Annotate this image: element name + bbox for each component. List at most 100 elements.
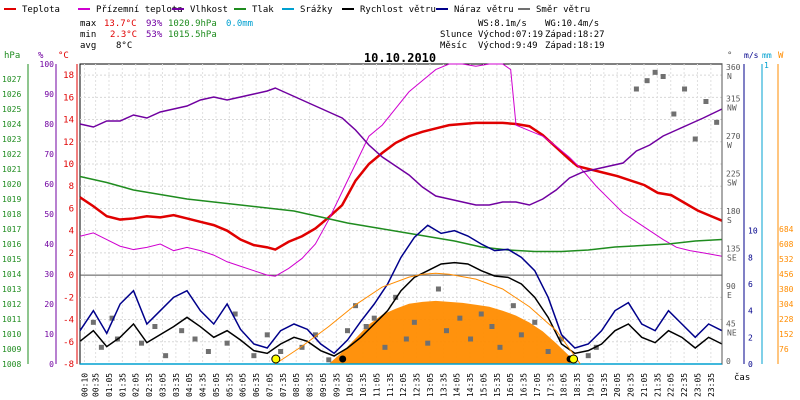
wind-direction-point [411,319,417,325]
tick-label-wind-speed: 2 [748,333,753,342]
wind-direction-point [660,74,666,79]
tick-label-solar: 684 [779,225,794,234]
legend-item: Rychlost větru [342,5,436,15]
tick-label-time: 11:35 [386,373,395,397]
wind-direction-point [152,324,158,329]
legend-label: Rychlost větru [360,5,436,15]
wind-direction-point [251,353,257,359]
wind-direction-point [98,344,104,350]
tick-label-solar: 532 [779,255,794,264]
tick-label-time: 16:05 [506,373,515,397]
tick-label-time: 00:35 [92,373,101,397]
tick-label-direction: 225 [726,170,741,179]
tick-label-time: 06:05 [239,373,248,397]
tick-label-time: 08:05 [292,373,301,397]
wind-direction-point [671,111,677,117]
tick-label-pressure: 1016 [2,240,21,249]
tick-label-time: 13:35 [439,373,448,397]
tick-label-time: 19:35 [600,373,609,397]
tick-label-humidity: 50 [44,210,54,219]
sun-rise: Východ:07:19 [478,30,543,40]
wind-direction-point [278,349,284,354]
tick-label-direction-name: SW [727,179,737,188]
tick-label-temperature: 18 [63,71,74,81]
legend-item: Směr větru [518,5,590,15]
stats-block: max 13.7°C 93% 1020.9hPa 0.0mm min 2.3°C… [80,19,605,51]
tick-label-time: 12:35 [413,373,422,397]
moon-set: Západ:18:19 [545,41,605,51]
sunrise-marker [271,354,281,364]
wind-direction-point [545,349,551,354]
legend-label: Náraz větru [454,5,514,15]
tick-label-time: 15:05 [479,373,488,397]
legend-item: Náraz větru [436,5,514,15]
legend-item: Vlhkost [172,5,228,15]
tick-label-time: 03:35 [172,373,181,397]
wind-direction-point [163,353,169,359]
moon-rise: Východ:9:49 [478,41,538,51]
wind-direction-point [510,303,516,309]
legend-item: Přízemní teplota [78,5,183,15]
tick-label-time: 20:05 [613,373,622,397]
stats-avg-temp: 8°C [116,41,132,51]
wind-direction-point [345,328,350,334]
wind-direction-point [457,315,463,321]
wind-direction-point [312,332,318,338]
stats-max-hum: 93% [146,19,163,29]
tick-label-time: 14:05 [453,373,462,397]
tick-label-time: 16:35 [520,373,529,397]
tick-label-time: 17:35 [546,373,555,397]
stats-min-temp: 2.3°C [110,30,137,40]
sun-label: Slunce [440,30,473,40]
tick-label-solar: 304 [779,300,794,309]
stats-min-label: min [80,30,96,40]
tick-label-direction: 360 [726,63,741,72]
tick-label-temperature: -2 [63,293,74,303]
tick-label-pressure: 1012 [2,300,21,309]
tick-label-time: 04:05 [185,373,194,397]
legend: Teplota Přízemní teplota Vlhkost Tlak Sr… [4,5,590,15]
tick-label-time: 15:35 [493,373,502,397]
tick-label-direction: 0 [726,357,731,366]
tick-label-solar: 608 [779,240,794,249]
series-solar-area [328,300,578,364]
tick-label-humidity: 90 [44,90,54,99]
tick-label-time: 14:35 [466,373,475,397]
wind-direction-point [443,328,449,334]
tick-label-time: 03:05 [158,373,167,397]
stats-min-hum: 53% [146,30,163,40]
sun-set: Západ:18:27 [545,30,605,40]
tick-label-pressure: 1023 [2,135,21,144]
axis-unit-mm: mm [762,51,772,60]
tick-label-pressure: 1015 [2,255,21,264]
axis-unit-deg: ° [727,51,732,61]
tick-label-time: 17:05 [533,373,542,397]
tick-label-time: 19:05 [586,373,595,397]
tick-label-temperature: 6 [69,204,74,214]
wind-direction-point [179,328,185,334]
tick-label-humidity: 10 [44,330,54,339]
wind-direction-point [644,78,650,84]
tick-label-time: 18:35 [573,373,582,397]
moonrise-marker [339,355,347,363]
tick-label-time: 20:35 [627,373,636,397]
tick-label-pressure: 1008 [2,360,21,369]
tick-label-direction-name: NE [727,329,737,338]
axis-unit-pct: % [38,51,44,61]
tick-label-direction: 135 [726,245,741,254]
tick-label-time: 08:35 [306,373,315,397]
wind-direction-point [382,344,388,350]
legend-label: Vlhkost [190,5,228,15]
wind-direction-point [518,332,524,338]
tick-label-pressure: 1021 [2,165,21,174]
tick-label-humidity: 20 [44,300,54,309]
tick-label-time: 12:05 [399,373,408,397]
tick-label-temperature: -8 [63,360,74,370]
tick-label-time: 21:05 [640,373,649,397]
tick-label-time: 21:35 [653,373,662,397]
wind-direction-point [371,315,377,321]
tick-label-temperature: 10 [63,160,74,170]
axis-unit-time: čas [734,372,750,383]
tick-label-pressure: 1020 [2,180,21,189]
